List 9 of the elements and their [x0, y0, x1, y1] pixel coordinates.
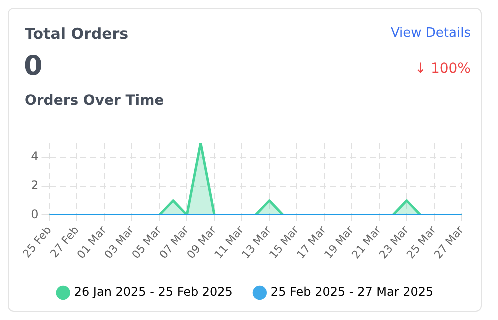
chart-title: Orders Over Time — [25, 93, 164, 109]
text: Total Orders — [25, 25, 129, 43]
legend-label: 25 Feb 2025 - 27 Mar 2025 — [270, 285, 434, 300]
y-tick-label: 0 — [31, 207, 39, 222]
y-tick-label: 4 — [31, 150, 39, 164]
text: ↓ 100% — [414, 61, 471, 77]
y-tick-label: 2 — [31, 178, 39, 193]
legend-label: 26 Jan 2025 - 25 Feb 2025 — [74, 285, 233, 300]
text: View Details — [390, 26, 471, 41]
